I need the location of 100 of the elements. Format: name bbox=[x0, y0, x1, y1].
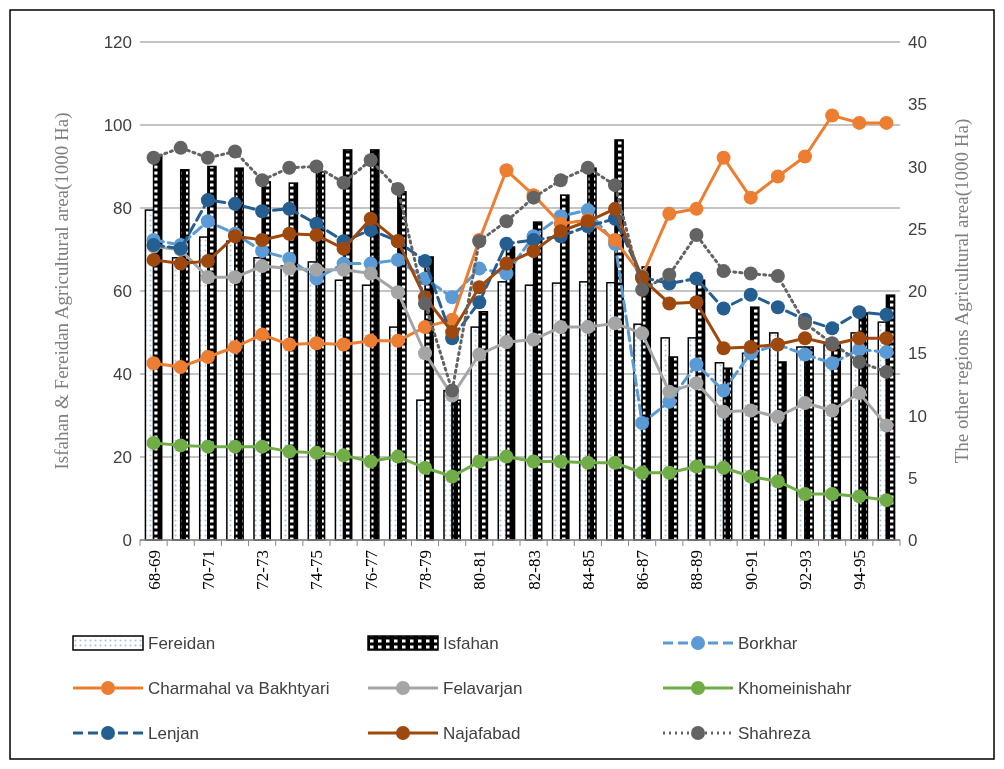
point bbox=[336, 337, 351, 352]
x-tick-label: 82-83 bbox=[524, 550, 544, 590]
point bbox=[445, 325, 460, 340]
point bbox=[526, 244, 541, 259]
point bbox=[418, 296, 432, 311]
point bbox=[743, 266, 758, 281]
point bbox=[336, 448, 351, 463]
point bbox=[363, 211, 378, 226]
point bbox=[173, 438, 188, 453]
point bbox=[662, 465, 677, 480]
point bbox=[798, 486, 812, 501]
point bbox=[608, 455, 622, 470]
point bbox=[608, 201, 622, 216]
point bbox=[770, 474, 785, 489]
point bbox=[716, 150, 731, 165]
legend-label: Lenjan bbox=[148, 724, 200, 743]
y-tick-label: 20 bbox=[113, 448, 132, 467]
y-tick-label: 40 bbox=[113, 365, 132, 384]
point bbox=[309, 262, 324, 277]
point bbox=[770, 300, 785, 315]
point bbox=[689, 357, 704, 372]
point bbox=[580, 160, 595, 175]
point bbox=[309, 159, 324, 174]
point bbox=[635, 465, 650, 480]
point bbox=[309, 336, 324, 351]
x-tick-label: 78-79 bbox=[416, 550, 435, 590]
y2-tick-label: 35 bbox=[908, 95, 927, 115]
point bbox=[200, 349, 215, 364]
point bbox=[743, 469, 758, 484]
x-tick-label: 80-81 bbox=[470, 550, 490, 590]
point bbox=[445, 290, 460, 305]
point bbox=[390, 333, 405, 348]
x-tick-label: 92-93 bbox=[796, 550, 815, 590]
point bbox=[825, 356, 840, 371]
y2-tick-label: 20 bbox=[908, 282, 927, 301]
point bbox=[553, 224, 568, 239]
x-tick-label: 74-75 bbox=[307, 550, 327, 590]
point bbox=[879, 331, 894, 346]
point bbox=[879, 115, 894, 130]
point bbox=[146, 150, 161, 165]
legend-label: Isfahan bbox=[443, 634, 499, 653]
point bbox=[282, 201, 297, 216]
point bbox=[852, 331, 867, 346]
point bbox=[879, 345, 894, 360]
point bbox=[390, 285, 405, 300]
point bbox=[445, 469, 460, 484]
y2-tick-label: 0 bbox=[908, 531, 918, 550]
point bbox=[689, 201, 704, 216]
point bbox=[363, 333, 378, 348]
point bbox=[608, 178, 622, 193]
point bbox=[309, 445, 324, 460]
point bbox=[282, 160, 297, 175]
y2-tick-label: 15 bbox=[908, 344, 927, 364]
point bbox=[390, 449, 405, 464]
point bbox=[282, 226, 297, 241]
point bbox=[689, 271, 704, 286]
point bbox=[879, 493, 894, 508]
point bbox=[146, 252, 161, 267]
x-tick-label: 90-91 bbox=[741, 550, 761, 590]
point bbox=[255, 232, 270, 247]
point bbox=[770, 269, 785, 284]
point bbox=[499, 163, 514, 178]
point bbox=[716, 264, 731, 279]
point bbox=[662, 296, 677, 311]
y-tick-label: 0 bbox=[122, 531, 132, 550]
point bbox=[418, 346, 432, 361]
y-tick-label: 120 bbox=[103, 33, 132, 52]
legend-label: Borkhar bbox=[738, 634, 798, 653]
point bbox=[852, 115, 867, 130]
point bbox=[255, 204, 270, 219]
point bbox=[418, 460, 432, 475]
point bbox=[200, 270, 215, 285]
y2-tick-label: 40 bbox=[908, 33, 927, 52]
point bbox=[879, 418, 894, 433]
point bbox=[445, 383, 460, 398]
point bbox=[228, 270, 242, 285]
point bbox=[363, 266, 378, 281]
point bbox=[825, 486, 840, 501]
point bbox=[553, 454, 568, 469]
point bbox=[499, 214, 514, 229]
point bbox=[390, 252, 405, 267]
point bbox=[363, 454, 378, 469]
point bbox=[689, 376, 704, 391]
y2-axis-title: The other regions Agricultural area(1000 Ha) bbox=[951, 118, 973, 464]
point bbox=[472, 295, 487, 310]
point bbox=[798, 396, 812, 411]
point bbox=[662, 384, 677, 399]
legend-label: Charmahal va Bakhtyari bbox=[148, 679, 330, 698]
point bbox=[255, 244, 270, 259]
point bbox=[200, 254, 215, 269]
point bbox=[716, 383, 731, 398]
x-tick-label: 94-95 bbox=[850, 550, 870, 590]
point bbox=[499, 335, 514, 350]
point bbox=[580, 320, 595, 335]
point bbox=[743, 403, 758, 418]
point bbox=[662, 267, 677, 282]
point bbox=[418, 320, 432, 335]
x-tick-label: 86-87 bbox=[633, 549, 653, 590]
point bbox=[418, 254, 432, 269]
point bbox=[852, 489, 867, 504]
